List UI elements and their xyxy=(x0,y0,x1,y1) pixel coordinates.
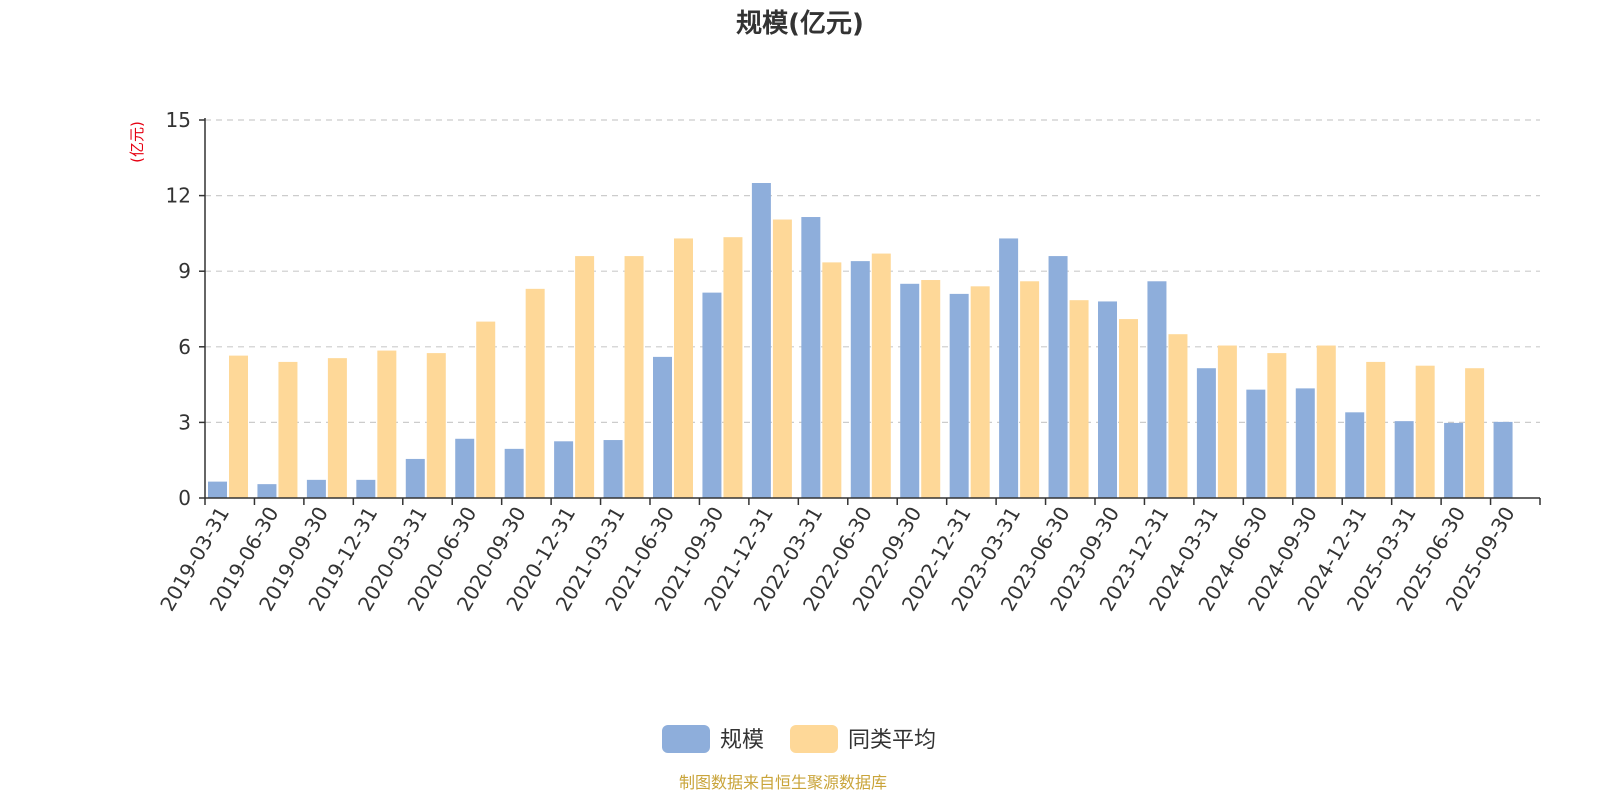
bar-peer-avg[interactable] xyxy=(1168,334,1188,498)
bar-scale[interactable] xyxy=(603,440,623,498)
bar-peer-avg[interactable] xyxy=(1119,319,1138,498)
bar-scale[interactable] xyxy=(1493,421,1513,498)
bar-scale[interactable] xyxy=(554,441,574,498)
y-tick-label: 6 xyxy=(178,335,191,359)
bar-peer-avg[interactable] xyxy=(970,286,990,498)
bar-scale[interactable] xyxy=(1295,388,1315,498)
bar-peer-avg[interactable] xyxy=(525,288,545,498)
bar-peer-avg[interactable] xyxy=(1366,361,1386,498)
bar-scale[interactable] xyxy=(1345,412,1365,498)
bar-scale[interactable] xyxy=(405,458,425,498)
legend-label[interactable]: 同类平均 xyxy=(848,728,936,753)
bar-scale[interactable] xyxy=(208,481,227,498)
bar-peer-avg[interactable] xyxy=(921,280,941,498)
bar-peer-avg[interactable] xyxy=(426,353,446,498)
bar-peer-avg[interactable] xyxy=(871,253,891,498)
bar-peer-avg[interactable] xyxy=(674,238,693,498)
bar-scale[interactable] xyxy=(1048,256,1068,498)
bar-scale[interactable] xyxy=(653,356,672,498)
bar-scale[interactable] xyxy=(455,438,475,498)
bar-scale[interactable] xyxy=(1246,389,1266,498)
bar-scale[interactable] xyxy=(257,484,277,498)
chart-title: 规模(亿元) xyxy=(736,9,864,39)
bar-scale[interactable] xyxy=(850,261,870,498)
bar-peer-avg[interactable] xyxy=(377,350,397,498)
bar-peer-avg[interactable] xyxy=(1217,345,1237,498)
bar-peer-avg[interactable] xyxy=(624,256,644,498)
y-tick-label: 9 xyxy=(178,259,191,283)
bar-scale[interactable] xyxy=(900,283,920,498)
bar-scale[interactable] xyxy=(1147,281,1167,498)
bar-scale[interactable] xyxy=(1098,301,1117,498)
bar-peer-avg[interactable] xyxy=(1465,368,1485,498)
bar-peer-avg[interactable] xyxy=(1415,365,1435,498)
bar-peer-avg[interactable] xyxy=(327,358,347,498)
bar-scale[interactable] xyxy=(1394,421,1414,498)
bar-scale[interactable] xyxy=(356,479,376,498)
legend-label[interactable]: 规模 xyxy=(720,728,764,753)
y-tick-label: 3 xyxy=(178,410,191,434)
bar-scale[interactable] xyxy=(306,479,326,498)
bar-scale[interactable] xyxy=(999,238,1019,498)
y-tick-label: 0 xyxy=(178,486,191,510)
legend-swatch[interactable] xyxy=(790,725,838,753)
bar-peer-avg[interactable] xyxy=(575,256,595,498)
bars-group xyxy=(208,183,1513,499)
y-tick-label: 15 xyxy=(166,108,191,132)
bar-scale[interactable] xyxy=(949,293,969,498)
bar-peer-avg[interactable] xyxy=(278,361,298,498)
bar-peer-avg[interactable] xyxy=(229,355,248,498)
bar-peer-avg[interactable] xyxy=(822,262,842,498)
bar-peer-avg[interactable] xyxy=(723,237,743,498)
y-tick-label: 12 xyxy=(166,184,191,208)
bar-peer-avg[interactable] xyxy=(476,321,496,498)
y-axis-label: (亿元) xyxy=(128,121,146,163)
bar-scale[interactable] xyxy=(1444,422,1464,498)
legend[interactable]: 规模 同类平均 xyxy=(662,725,936,753)
bar-peer-avg[interactable] xyxy=(772,219,792,499)
bar-scale[interactable] xyxy=(801,217,821,498)
bar-scale[interactable] xyxy=(504,448,524,498)
source-note: 制图数据来自恒生聚源数据库 xyxy=(679,773,887,792)
bar-peer-avg[interactable] xyxy=(1267,353,1287,498)
legend-swatch[interactable] xyxy=(662,725,710,753)
bar-peer-avg[interactable] xyxy=(1069,300,1089,498)
bar-scale[interactable] xyxy=(1196,368,1216,498)
bar-peer-avg[interactable] xyxy=(1020,281,1040,498)
bar-scale[interactable] xyxy=(751,183,771,498)
bar-scale[interactable] xyxy=(702,292,722,498)
bar-peer-avg[interactable] xyxy=(1316,345,1336,498)
